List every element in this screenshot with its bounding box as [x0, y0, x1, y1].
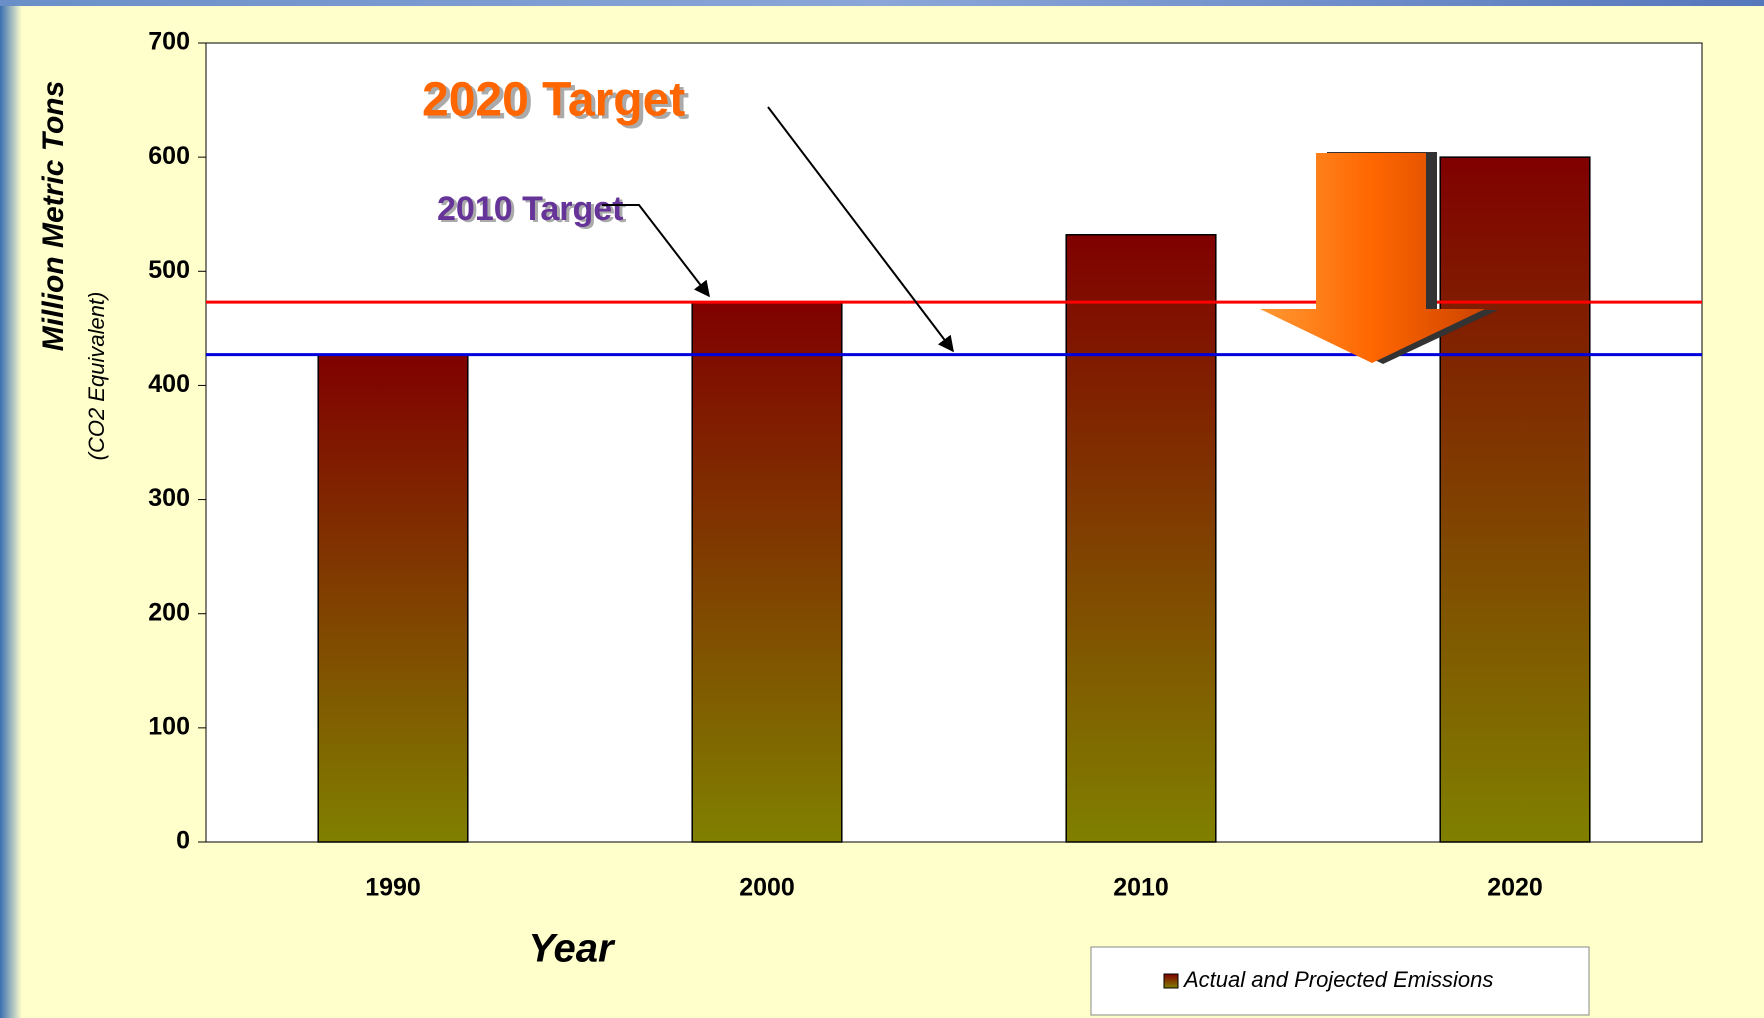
annotation: 2020 Target	[422, 74, 685, 127]
x-axis-label: Year	[528, 927, 616, 971]
x-tick-label: 2020	[1487, 874, 1543, 902]
y-axis-label: Million Metric Tons	[37, 81, 70, 352]
bar	[1439, 156, 1591, 843]
y-tick-label: 600	[148, 142, 190, 170]
annotation-shadow: 2020 Target	[426, 77, 689, 130]
background-strip	[0, 0, 22, 1018]
annotation: 2010 Target	[437, 190, 623, 228]
x-tick-label: 2000	[739, 874, 795, 902]
legend-swatch	[1163, 973, 1179, 989]
x-tick-label: 2010	[1113, 874, 1169, 902]
y-tick-label: 300	[148, 484, 190, 512]
y-tick-label: 500	[148, 256, 190, 284]
y-tick-label: 100	[148, 712, 190, 740]
x-tick-label: 1990	[365, 874, 421, 902]
bar	[317, 353, 469, 843]
background-top	[0, 0, 1764, 6]
y-tick-label: 0	[176, 827, 190, 855]
y-tick-label: 700	[148, 28, 190, 56]
legend-label: Actual and Projected Emissions	[1182, 967, 1493, 992]
annotation-shadow: 2010 Target	[440, 192, 626, 230]
annotation-arrow	[602, 204, 710, 298]
y-tick-label: 200	[148, 598, 190, 626]
bar	[1065, 234, 1217, 843]
y-tick-label: 400	[148, 370, 190, 398]
target-arrow	[1260, 153, 1485, 363]
annotation-arrow	[767, 106, 954, 353]
bar	[691, 301, 843, 843]
y-axis-sublabel: (CO2 Equivalent)	[84, 292, 109, 461]
